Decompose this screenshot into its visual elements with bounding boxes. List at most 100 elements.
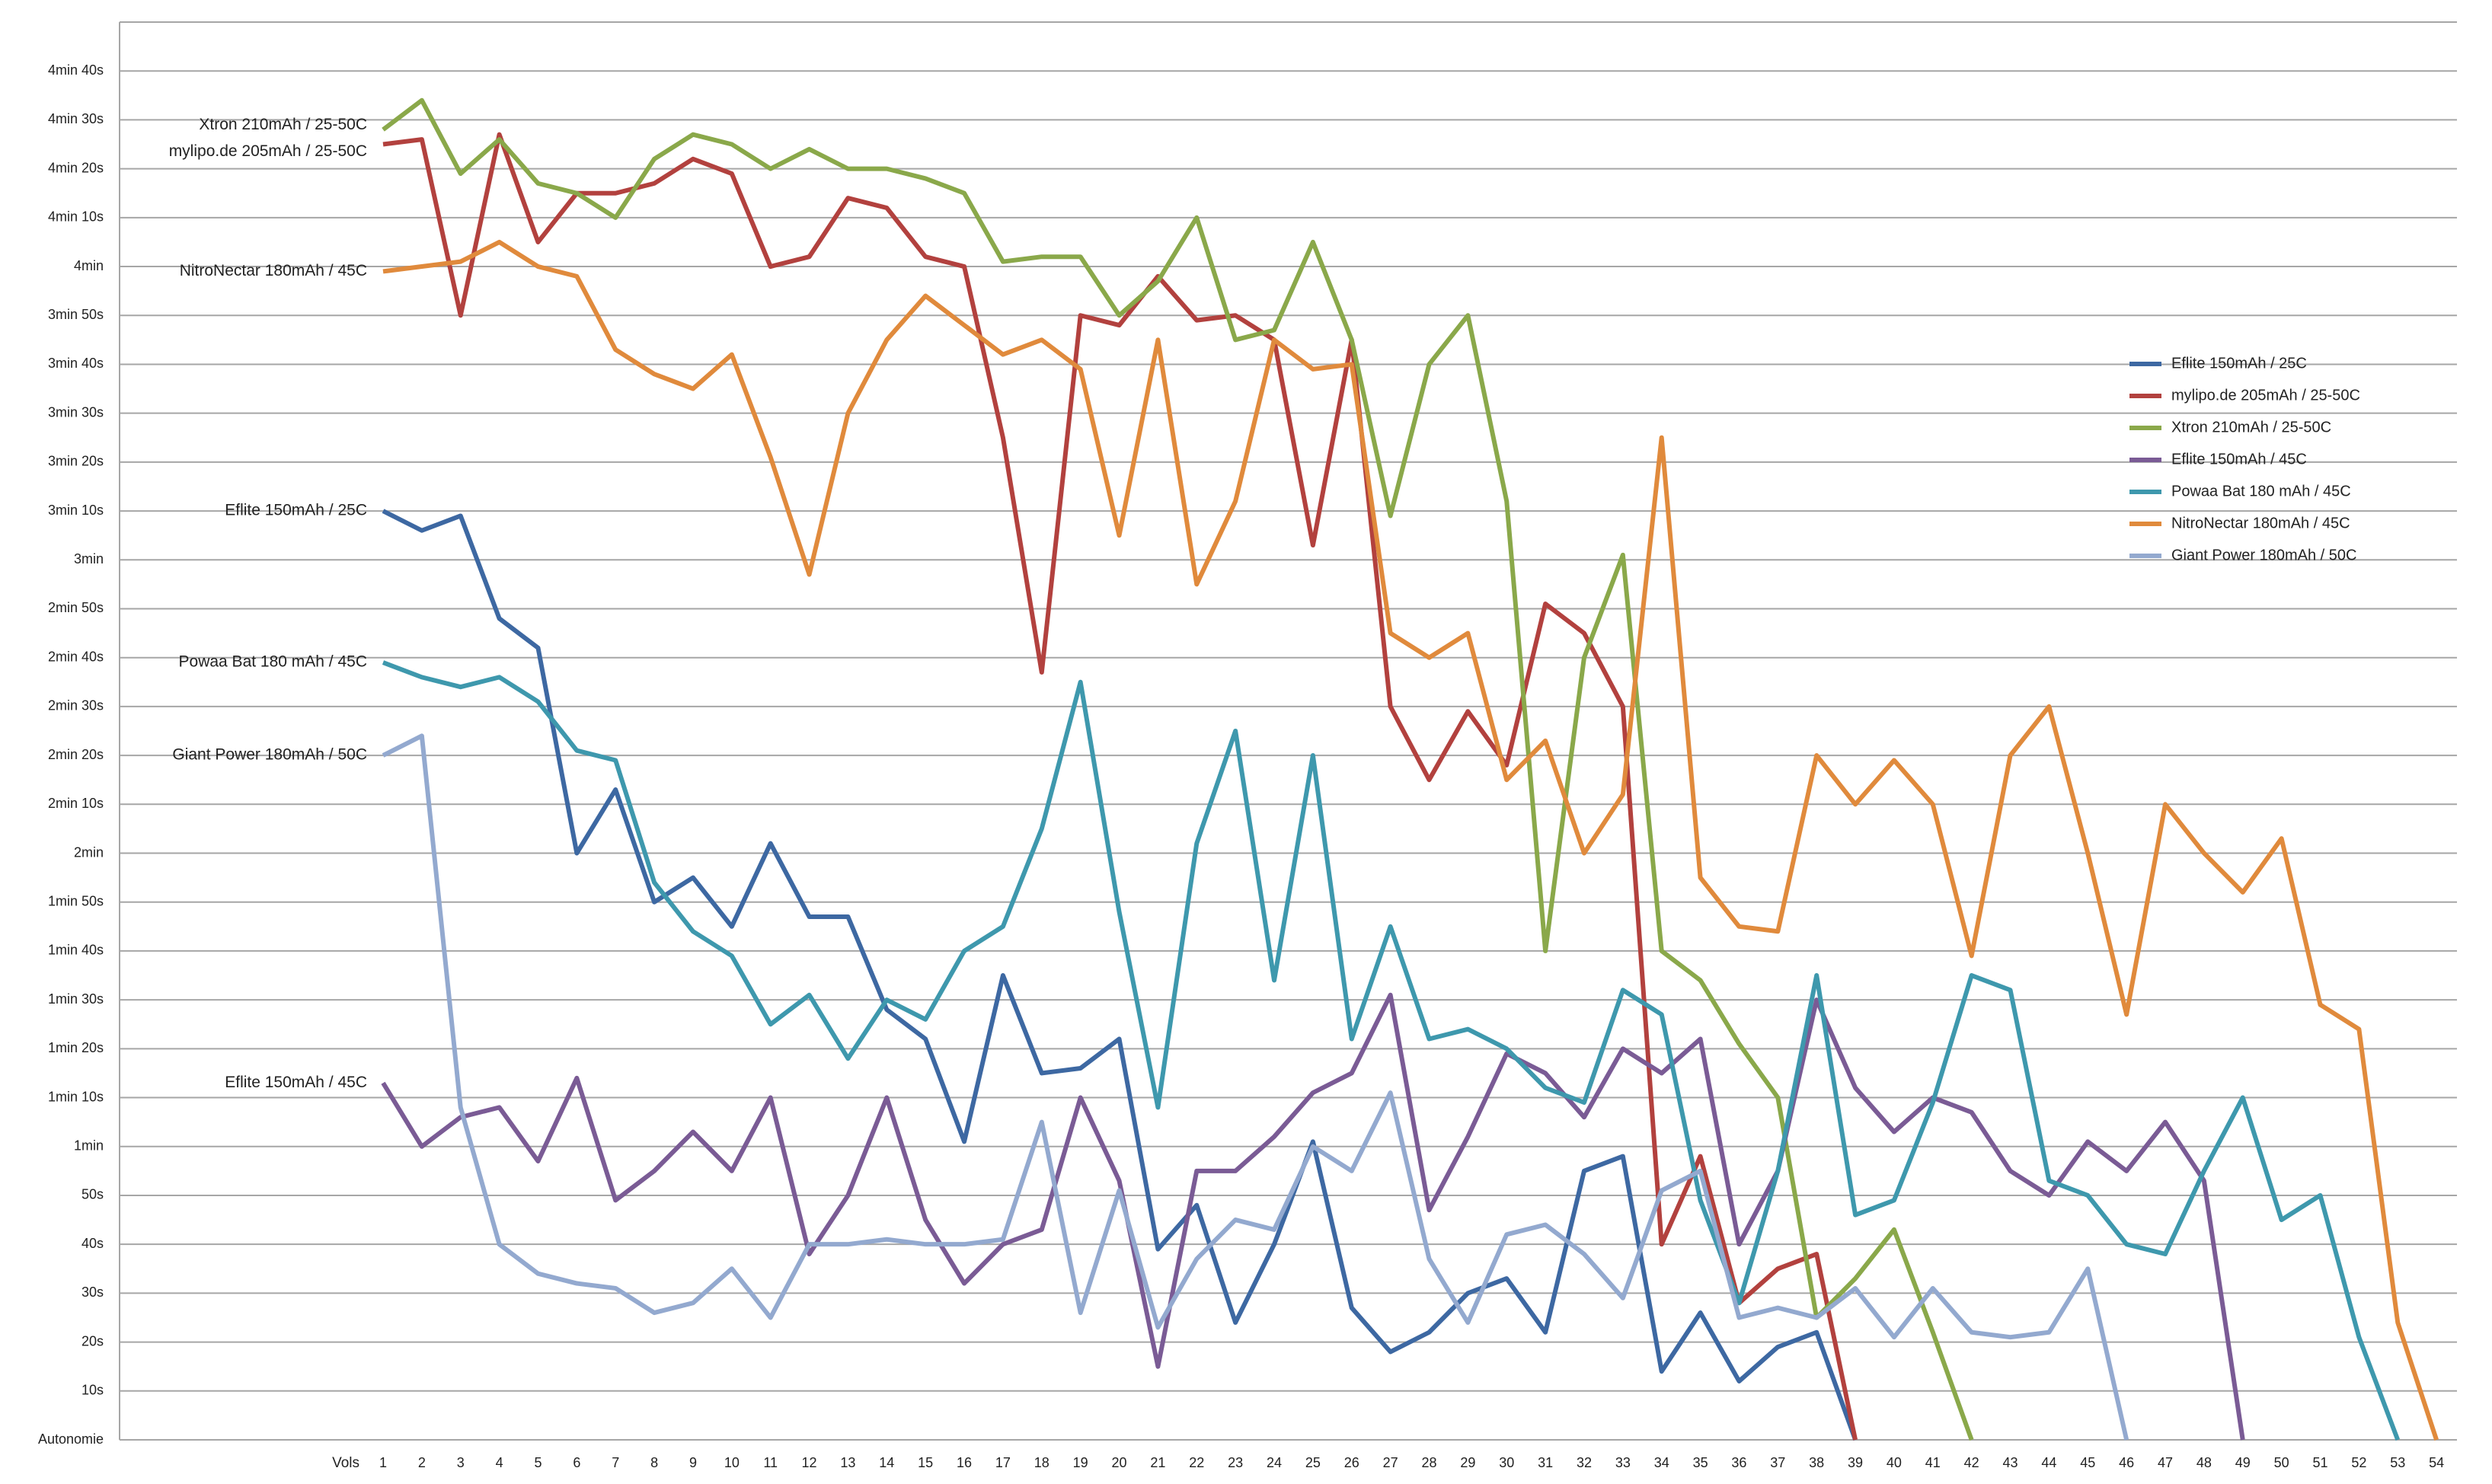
y-tick-label: 1min 10s xyxy=(48,1089,104,1104)
x-tick-label: 8 xyxy=(650,1455,658,1470)
legend-label: Eflite 150mAh / 45C xyxy=(2171,451,2307,468)
y-tick-label: 3min 10s xyxy=(48,503,104,518)
x-tick-label: 13 xyxy=(840,1455,855,1470)
legend-label: Giant Power 180mAh / 50C xyxy=(2171,547,2356,563)
x-tick-label: 2 xyxy=(418,1455,426,1470)
x-tick-label: 4 xyxy=(496,1455,503,1470)
x-tick-label: 1 xyxy=(379,1455,387,1470)
x-tick-label: 23 xyxy=(1228,1455,1243,1470)
x-tick-label: 48 xyxy=(2196,1455,2212,1470)
x-tick-label: 27 xyxy=(1383,1455,1398,1470)
y-tick-label: 1min xyxy=(74,1138,104,1154)
y-tick-label: 2min 50s xyxy=(48,600,104,615)
y-tick-label: Autonomie xyxy=(38,1431,104,1447)
x-tick-label: 31 xyxy=(1538,1455,1553,1470)
series-start-label: Powaa Bat 180 mAh / 45C xyxy=(179,653,367,671)
legend-label: NitroNectar 180mAh / 45C xyxy=(2171,515,2350,531)
x-tick-label: 12 xyxy=(802,1455,817,1470)
x-tick-label: 35 xyxy=(1693,1455,1708,1470)
x-tick-label: 33 xyxy=(1615,1455,1631,1470)
y-tick-label: 4min 30s xyxy=(48,111,104,126)
x-tick-label: 44 xyxy=(2041,1455,2056,1470)
y-tick-label: 4min xyxy=(74,258,104,273)
x-tick-label: 6 xyxy=(573,1455,580,1470)
x-tick-label: 17 xyxy=(995,1455,1011,1470)
x-tick-label: 39 xyxy=(1848,1455,1863,1470)
y-tick-label: 2min 30s xyxy=(48,698,104,713)
series-line xyxy=(382,132,1858,1441)
legend-label: Powaa Bat 180 mAh / 45C xyxy=(2171,483,2351,499)
x-tick-label: 53 xyxy=(2390,1455,2405,1470)
series-line xyxy=(382,97,1974,1441)
y-tick-label: 3min xyxy=(74,551,104,566)
x-tick-label: 52 xyxy=(2351,1455,2366,1470)
y-tick-label: 4min 10s xyxy=(48,209,104,225)
x-tick-label: 9 xyxy=(689,1455,697,1470)
series-start-label: Eflite 150mAh / 25C xyxy=(225,502,367,519)
series-start-label: Xtron 210mAh / 25-50C xyxy=(199,116,367,133)
y-tick-label: 1min 20s xyxy=(48,1040,104,1055)
x-tick-label: 21 xyxy=(1150,1455,1165,1470)
x-tick-label: 18 xyxy=(1034,1455,1050,1470)
y-tick-label: 2min 40s xyxy=(48,649,104,664)
x-tick-label: 20 xyxy=(1112,1455,1127,1470)
x-tick-label: 29 xyxy=(1460,1455,1475,1470)
y-tick-label: 50s xyxy=(81,1187,104,1202)
y-tick-label: 2min 10s xyxy=(48,796,104,811)
x-tick-label: 15 xyxy=(918,1455,933,1470)
series-line xyxy=(382,239,2439,1441)
x-tick-label: 14 xyxy=(879,1455,894,1470)
series-line xyxy=(382,509,1858,1441)
x-tick-label: 25 xyxy=(1305,1455,1321,1470)
x-tick-label: 43 xyxy=(2003,1455,2018,1470)
y-tick-label: 3min 30s xyxy=(48,404,104,420)
x-tick-label: 28 xyxy=(1421,1455,1436,1470)
y-tick-label: 30s xyxy=(81,1285,104,1300)
y-tick-label: 10s xyxy=(81,1383,104,1398)
x-tick-label: 30 xyxy=(1499,1455,1514,1470)
legend-label: mylipo.de 205mAh / 25-50C xyxy=(2171,387,2360,404)
x-tick-label: 45 xyxy=(2080,1455,2095,1470)
x-tick-label: 22 xyxy=(1189,1455,1204,1470)
y-tick-label: 1min 40s xyxy=(48,943,104,958)
y-tick-label: 1min 50s xyxy=(48,893,104,908)
x-tick-label: 40 xyxy=(1887,1455,1902,1470)
x-tick-label: 5 xyxy=(534,1455,542,1470)
y-tick-label: 3min 50s xyxy=(48,307,104,322)
x-tick-label: 37 xyxy=(1770,1455,1785,1470)
series-start-label: Giant Power 180mAh / 50C xyxy=(172,746,367,764)
y-tick-label: 2min 20s xyxy=(48,747,104,762)
x-tick-label: 38 xyxy=(1809,1455,1824,1470)
x-tick-label: 19 xyxy=(1073,1455,1088,1470)
series-start-label: mylipo.de 205mAh / 25-50C xyxy=(169,142,367,160)
x-tick-label: 10 xyxy=(724,1455,740,1470)
x-axis-label: Vols xyxy=(332,1455,359,1471)
x-tick-label: 54 xyxy=(2429,1455,2444,1470)
y-tick-label: 4min 20s xyxy=(48,160,104,175)
x-tick-label: 51 xyxy=(2312,1455,2327,1470)
x-tick-label: 50 xyxy=(2274,1455,2289,1470)
y-tick-label: 3min 20s xyxy=(48,454,104,469)
x-tick-label: 49 xyxy=(2235,1455,2251,1470)
y-tick-label: 40s xyxy=(81,1236,104,1251)
x-tick-label: 26 xyxy=(1344,1455,1359,1470)
y-tick-label: 3min 40s xyxy=(48,356,104,371)
x-tick-label: 47 xyxy=(2158,1455,2173,1470)
x-tick-label: 16 xyxy=(957,1455,972,1470)
series-start-label: NitroNectar 180mAh / 45C xyxy=(180,262,367,279)
y-tick-label: 2min xyxy=(74,844,104,860)
x-tick-label: 32 xyxy=(1577,1455,1592,1470)
series-line xyxy=(382,733,2129,1441)
x-tick-label: 34 xyxy=(1654,1455,1669,1470)
x-tick-label: 3 xyxy=(457,1455,465,1470)
x-tick-label: 46 xyxy=(2119,1455,2134,1470)
y-tick-label: 4min 40s xyxy=(48,62,104,78)
x-tick-label: 42 xyxy=(1964,1455,1979,1470)
series-start-label: Eflite 150mAh / 45C xyxy=(225,1074,367,1091)
legend-label: Eflite 150mAh / 25C xyxy=(2171,355,2307,372)
x-tick-label: 24 xyxy=(1267,1455,1282,1470)
x-tick-label: 41 xyxy=(1925,1455,1941,1470)
y-tick-label: 1min 30s xyxy=(48,991,104,1007)
legend-label: Xtron 210mAh / 25-50C xyxy=(2171,419,2331,436)
